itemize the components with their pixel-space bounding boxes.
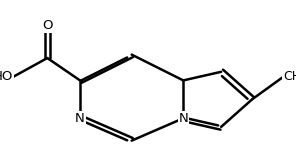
Text: O: O	[42, 19, 53, 32]
Text: N: N	[75, 112, 85, 125]
Text: CH₃: CH₃	[283, 71, 296, 83]
Text: HO: HO	[0, 71, 13, 83]
Text: N: N	[178, 112, 188, 125]
